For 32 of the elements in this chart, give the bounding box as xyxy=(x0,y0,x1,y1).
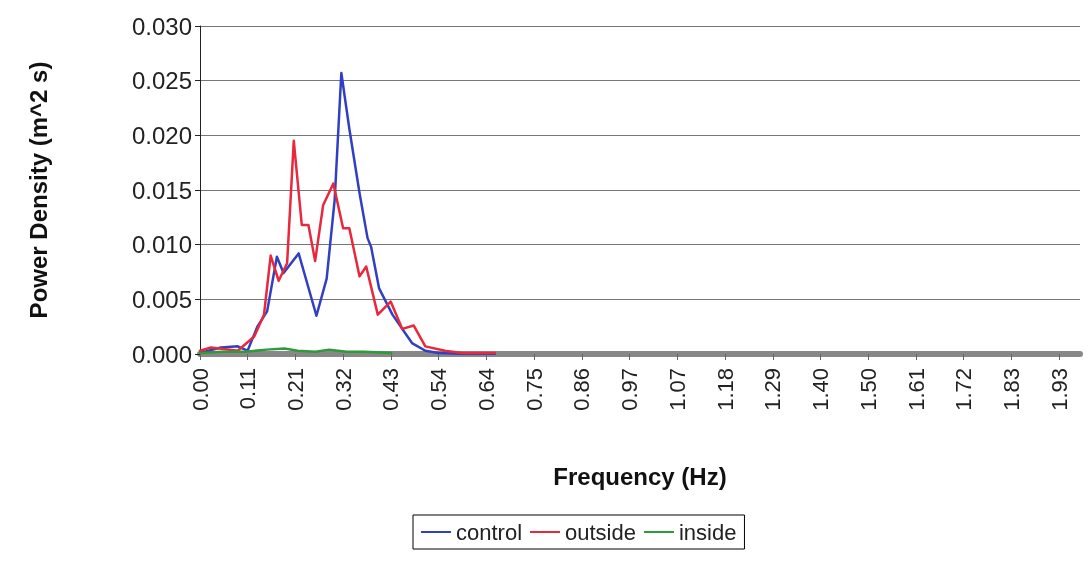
y-tick-label: 0.020 xyxy=(131,121,192,149)
x-tick-label: 1.18 xyxy=(712,368,738,411)
x-tick-label: 1.29 xyxy=(760,368,786,411)
x-tick-label: 1.83 xyxy=(998,368,1024,411)
x-tick-label: 0.75 xyxy=(521,368,547,411)
x-tick-label: 0.00 xyxy=(187,368,213,411)
x-axis-title: Frequency (Hz) xyxy=(553,462,727,490)
x-tick-label: 0.32 xyxy=(330,368,356,411)
x-tick-label: 1.93 xyxy=(1046,368,1072,411)
y-tick-label: 0.005 xyxy=(131,285,192,313)
x-tick-label: 0.43 xyxy=(378,368,404,411)
x-tick-label: 0.64 xyxy=(473,368,499,411)
legend-label: inside xyxy=(678,519,737,545)
x-tick-label: 0.86 xyxy=(569,368,595,411)
legend-label: outside xyxy=(565,519,636,545)
y-axis-title: Power Density (m^2 s) xyxy=(24,61,52,319)
y-tick-label: 0.030 xyxy=(131,12,192,40)
legend-label: control xyxy=(456,519,523,545)
x-tick-label: 0.21 xyxy=(282,368,308,411)
x-tick-label: 0.11 xyxy=(235,368,261,410)
x-tick-label: 1.40 xyxy=(808,368,834,411)
x-tick-label: 1.61 xyxy=(903,368,929,411)
x-tick-label: 0.97 xyxy=(617,368,643,411)
x-tick-label: 0.54 xyxy=(426,368,452,411)
y-tick-label: 0.025 xyxy=(131,67,192,95)
x-tick-label: 1.07 xyxy=(664,368,690,411)
line-series xyxy=(198,139,496,355)
y-tick-label: 0.000 xyxy=(131,340,192,368)
y-tick-label: 0.010 xyxy=(131,231,192,259)
y-tick-label: 0.015 xyxy=(131,176,192,204)
x-tick-label: 1.50 xyxy=(855,368,881,411)
x-tick-label: 1.72 xyxy=(951,368,977,411)
